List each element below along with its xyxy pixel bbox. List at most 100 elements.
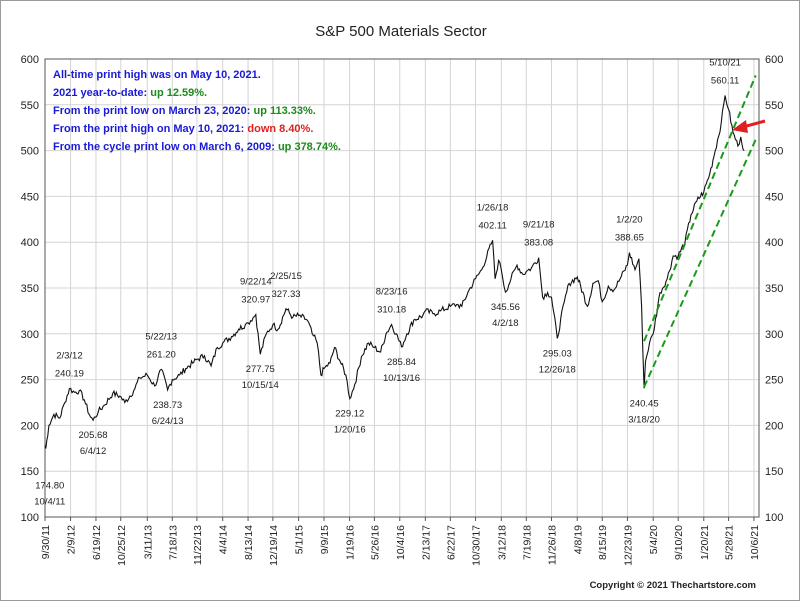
annotation-value: 261.20 (147, 349, 176, 360)
annotation-value: 229.12 (335, 409, 364, 420)
y-tick-left: 300 (21, 329, 39, 341)
x-tick-label: 2/13/17 (420, 525, 432, 560)
annotation-value: 345.56 (491, 302, 520, 313)
channel-line-1 (643, 139, 757, 388)
annotation-date: 6/4/12 (80, 446, 106, 457)
annotation-date: 10/13/16 (383, 373, 420, 384)
x-tick-label: 1/20/21 (699, 525, 711, 560)
annotation-value: 240.45 (630, 398, 659, 409)
y-tick-right: 250 (765, 375, 783, 387)
x-tick-label: 9/9/15 (319, 525, 331, 554)
annotation-date: 3/18/20 (628, 414, 660, 425)
y-tick-left: 200 (21, 420, 39, 432)
annotation-date: 1/20/16 (334, 425, 366, 436)
info-text: From the print low on March 23, 2020: (53, 105, 253, 117)
x-tick-label: 8/15/19 (597, 525, 609, 560)
annotation-value: 238.73 (153, 400, 182, 411)
x-tick-label: 9/30/11 (40, 525, 52, 559)
red-arrow-icon (732, 119, 766, 133)
annotation-value: 402.11 (478, 220, 506, 231)
arrow-head (732, 120, 748, 133)
x-tick-label: 3/12/18 (496, 525, 508, 560)
x-tick-label: 3/11/13 (142, 525, 154, 559)
x-tick-label: 12/23/19 (622, 525, 634, 566)
annotation-value: 327.33 (272, 289, 301, 300)
info-highlight: up 378.74%. (278, 141, 341, 153)
y-tick-right: 100 (765, 512, 783, 524)
price-line (44, 95, 745, 449)
channel-line-2 (643, 75, 757, 342)
x-tick-label: 2/9/12 (66, 525, 78, 554)
info-highlight: down 8.40%. (247, 123, 313, 135)
y-tick-left: 500 (21, 146, 39, 158)
x-axis-ticks: 9/30/11 2/9/12 6/19/12 10/25/12 3/11/13 7/18/… (40, 517, 761, 566)
chart-title: S&P 500 Materials Sector (315, 23, 486, 40)
annotation-value: 205.68 (79, 430, 108, 441)
price-series (44, 95, 745, 449)
y-axis-ticks: 100 100 150 150 200 200 250 250 300 300 350 350 400 4… (21, 54, 784, 524)
annotation-value: 320.97 (241, 295, 270, 306)
x-tick-label: 6/19/12 (91, 525, 103, 560)
annotation-date: 6/24/13 (152, 416, 184, 427)
plot-border (44, 58, 760, 518)
x-tick-label: 12/19/14 (268, 525, 280, 566)
y-tick-right: 500 (765, 146, 783, 158)
annotation-date: 1/26/18 (477, 202, 509, 213)
x-tick-label: 7/18/13 (167, 525, 179, 560)
y-tick-right: 450 (765, 191, 783, 203)
annotation-value: 383.08 (524, 238, 553, 249)
annotation-date: 9/21/18 (523, 220, 555, 231)
info-line: From the cycle print low on March 6, 200… (53, 141, 341, 153)
y-tick-right: 600 (765, 54, 783, 66)
info-line: 2021 year-to-date: up 12.59%. (53, 87, 207, 99)
info-line: From the print low on March 23, 2020: up… (53, 105, 316, 117)
annotation-date: 1/2/20 (616, 215, 642, 226)
x-tick-label: 1/19/16 (345, 525, 357, 560)
annotation-date: 10/4/11 (34, 496, 65, 507)
annotation-value: 560.11 (711, 76, 739, 87)
y-tick-left: 600 (21, 54, 39, 66)
x-tick-label: 11/22/13 (192, 525, 204, 565)
x-tick-label: 4/8/19 (572, 525, 584, 554)
annotation-value: 295.03 (543, 348, 572, 359)
x-tick-label: 4/4/14 (218, 525, 230, 554)
annotations: 174.80 10/4/11 2/3/12 240.19 205.68 6/4/12 5/2… (34, 58, 741, 508)
info-text: 2021 year-to-date: (53, 87, 150, 99)
x-tick-label: 11/26/18 (546, 525, 558, 565)
info-highlight: up 12.59%. (150, 87, 207, 99)
y-tick-left: 350 (21, 283, 39, 295)
y-tick-left: 150 (21, 466, 39, 478)
x-tick-label: 10/30/17 (471, 525, 483, 566)
y-tick-left: 450 (21, 191, 39, 203)
x-tick-label: 10/4/16 (395, 525, 407, 560)
x-tick-label: 9/10/20 (673, 525, 685, 560)
x-tick-label: 5/28/21 (724, 525, 736, 560)
annotation-date: 10/15/14 (242, 380, 279, 391)
annotation-date: 4/2/18 (492, 318, 518, 329)
trend-channel (643, 75, 757, 388)
annotation-value: 285.84 (387, 357, 416, 368)
annotation-date: 8/23/16 (376, 286, 408, 297)
info-box: All-time print high was on May 10, 2021.… (53, 69, 341, 153)
annotation-value: 277.75 (246, 364, 275, 375)
y-tick-right: 350 (765, 283, 783, 295)
x-tick-label: 5/1/15 (294, 525, 306, 554)
x-tick-label: 7/19/18 (521, 525, 533, 560)
copyright-notice: Copyright © 2021 Thechartstore.com (590, 580, 756, 591)
y-tick-right: 400 (765, 237, 783, 249)
info-text: From the cycle print low on March 6, 200… (53, 141, 278, 153)
y-tick-right: 200 (765, 420, 783, 432)
info-line: All-time print high was on May 10, 2021. (53, 69, 261, 81)
info-line: From the print high on May 10, 2021: dow… (53, 123, 313, 135)
annotation-date: 5/10/21 (709, 58, 741, 69)
annotation-date: 12/26/18 (539, 364, 576, 375)
x-tick-label: 6/22/17 (445, 525, 457, 560)
y-tick-right: 550 (765, 100, 783, 112)
annotation-date: 2/25/15 (270, 271, 302, 282)
y-tick-left: 100 (21, 512, 39, 524)
annotation-date: 9/22/14 (240, 277, 272, 288)
x-tick-label: 10/25/12 (116, 525, 128, 566)
x-tick-label: 8/13/14 (243, 525, 255, 560)
x-tick-label: 5/26/16 (369, 525, 381, 560)
